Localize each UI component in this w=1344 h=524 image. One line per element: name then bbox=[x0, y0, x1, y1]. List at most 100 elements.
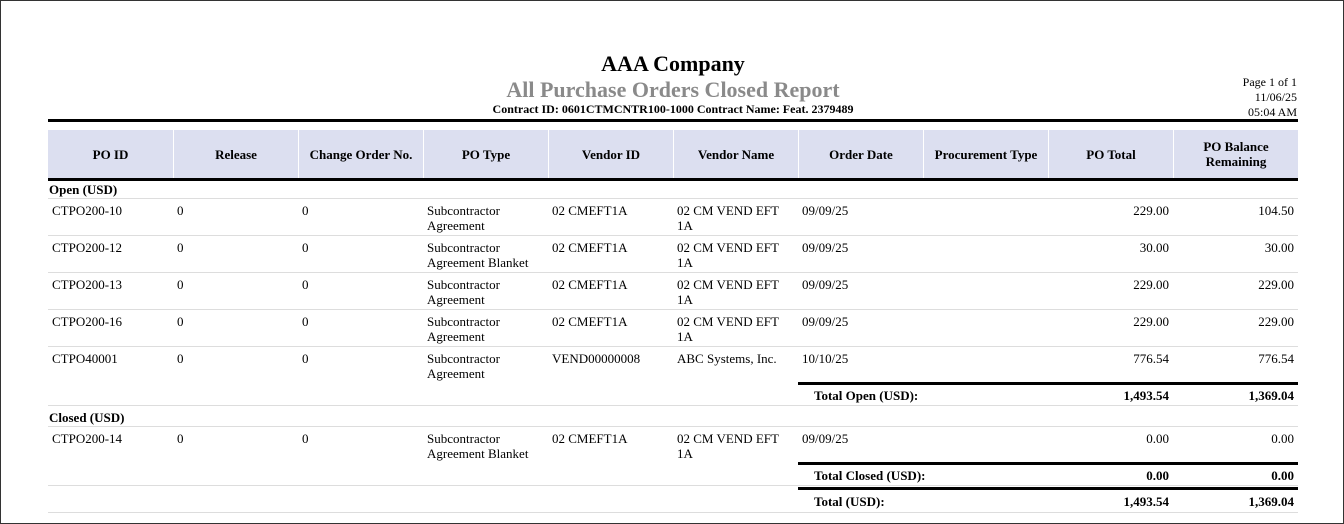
report-time: 05:04 AM bbox=[1247, 105, 1297, 119]
table-cell: 02 CM VEND EFT 1A bbox=[677, 277, 779, 307]
table-cell: 02 CM VEND EFT 1A bbox=[677, 314, 779, 344]
table-cell bbox=[923, 235, 1048, 272]
table-cell: 0 bbox=[302, 240, 309, 255]
total-value: 0.00 bbox=[1146, 468, 1169, 483]
column-header: PO Balance Remaining bbox=[1173, 130, 1298, 178]
group-label: Open (USD) bbox=[49, 182, 118, 197]
row-rule bbox=[48, 346, 1298, 347]
table-cell: 02 CMEFT1A bbox=[552, 431, 628, 446]
table-cell bbox=[923, 198, 1048, 235]
total-label: Total Open (USD): bbox=[814, 388, 919, 403]
table-cell: CTPO200-13 bbox=[52, 277, 123, 292]
group-label: Closed (USD) bbox=[49, 410, 125, 425]
column-header: PO ID bbox=[48, 130, 173, 178]
table-cell: 09/09/25 bbox=[802, 314, 849, 329]
table-cell: 229.00 bbox=[1133, 314, 1169, 329]
table-cell: 229.00 bbox=[1258, 277, 1294, 292]
thick-rule bbox=[798, 487, 1298, 490]
table-cell: 104.50 bbox=[1258, 203, 1294, 218]
report-title: All Purchase Orders Closed Report bbox=[506, 77, 840, 102]
table-cell: Subcontractor Agreement bbox=[427, 277, 500, 307]
grand-total-value: 1,369.04 bbox=[1248, 494, 1295, 509]
grand-total-label: Total (USD): bbox=[814, 494, 885, 509]
table-cell: 09/09/25 bbox=[802, 277, 849, 292]
table-cell: 229.00 bbox=[1133, 203, 1169, 218]
row-rule bbox=[48, 485, 1298, 486]
table-cell bbox=[923, 272, 1048, 309]
table-cell: 229.00 bbox=[1133, 277, 1169, 292]
column-header: Order Date bbox=[798, 130, 923, 178]
table-cell: 0 bbox=[302, 203, 309, 218]
row-rule bbox=[48, 426, 1298, 427]
table-cell bbox=[923, 426, 1048, 463]
grand-total-value: 1,493.54 bbox=[1123, 494, 1170, 509]
table-cell: 02 CM VEND EFT 1A bbox=[677, 203, 779, 233]
table-cell bbox=[923, 309, 1048, 346]
table-cell: CTPO200-14 bbox=[52, 431, 123, 446]
row-rule bbox=[48, 512, 1298, 513]
table-cell: Subcontractor Agreement Blanket bbox=[427, 431, 529, 461]
column-header: Vendor ID bbox=[548, 130, 673, 178]
table-cell: CTPO40001 bbox=[52, 351, 118, 366]
table-cell: 09/09/25 bbox=[802, 203, 849, 218]
table-cell: 02 CM VEND EFT 1A bbox=[677, 240, 779, 270]
table-cell: 0.00 bbox=[1271, 431, 1294, 446]
table-cell: CTPO200-10 bbox=[52, 203, 123, 218]
table-cell: 0 bbox=[177, 240, 184, 255]
table-cell bbox=[923, 346, 1048, 383]
table-cell: Subcontractor Agreement bbox=[427, 203, 500, 233]
total-label: Total Closed (USD): bbox=[814, 468, 926, 483]
table-cell: CTPO200-16 bbox=[52, 314, 123, 329]
column-header: Change Order No. bbox=[298, 130, 423, 178]
table-cell: 30.00 bbox=[1139, 240, 1169, 255]
column-header: Vendor Name bbox=[673, 130, 798, 178]
table-cell: 30.00 bbox=[1264, 240, 1294, 255]
table-cell: 776.54 bbox=[1258, 351, 1294, 366]
table-cell: 02 CMEFT1A bbox=[552, 277, 628, 292]
table-cell: 229.00 bbox=[1258, 314, 1294, 329]
table-cell: Subcontractor Agreement bbox=[427, 351, 500, 381]
column-header: Release bbox=[173, 130, 298, 178]
table-cell: 02 CMEFT1A bbox=[552, 240, 628, 255]
report-date: 11/06/25 bbox=[1254, 90, 1297, 104]
row-rule bbox=[48, 272, 1298, 273]
table-cell: 02 CMEFT1A bbox=[552, 203, 628, 218]
contract-line: Contract ID: 0601CTMCNTR100-1000 Contrac… bbox=[492, 102, 854, 116]
table-cell: 0 bbox=[177, 351, 184, 366]
table-cell: 0 bbox=[302, 351, 309, 366]
table-cell: VEND00000008 bbox=[552, 351, 641, 366]
table-cell: 0 bbox=[177, 203, 184, 218]
table-cell: 0.00 bbox=[1146, 431, 1169, 446]
table-cell: 0 bbox=[177, 277, 184, 292]
table-cell: 0 bbox=[177, 314, 184, 329]
table-cell: 0 bbox=[302, 277, 309, 292]
table-cell: ABC Systems, Inc. bbox=[677, 351, 777, 366]
total-value: 1,493.54 bbox=[1123, 388, 1170, 403]
thick-rule bbox=[798, 462, 1298, 465]
total-value: 1,369.04 bbox=[1248, 388, 1295, 403]
table-cell: Subcontractor Agreement Blanket bbox=[427, 240, 529, 270]
company-name: AAA Company bbox=[601, 51, 745, 76]
column-header: Procurement Type bbox=[923, 130, 1048, 178]
row-rule bbox=[48, 198, 1298, 199]
table-cell: 776.54 bbox=[1133, 351, 1169, 366]
row-rule bbox=[48, 235, 1298, 236]
table-cell: 0 bbox=[302, 314, 309, 329]
table-cell: CTPO200-12 bbox=[52, 240, 123, 255]
table-cell: Subcontractor Agreement bbox=[427, 314, 500, 344]
row-rule bbox=[48, 309, 1298, 310]
page-number: Page 1 of 1 bbox=[1242, 75, 1297, 89]
table-cell: 0 bbox=[302, 431, 309, 446]
column-header: PO Total bbox=[1048, 130, 1173, 178]
thick-rule bbox=[48, 178, 1298, 181]
table-cell: 0 bbox=[177, 431, 184, 446]
table-cell: 02 CM VEND EFT 1A bbox=[677, 431, 779, 461]
thick-rule bbox=[798, 382, 1298, 385]
column-header: PO Type bbox=[423, 130, 548, 178]
table-cell: 10/10/25 bbox=[802, 351, 849, 366]
table-cell: 09/09/25 bbox=[802, 431, 849, 446]
total-value: 0.00 bbox=[1271, 468, 1294, 483]
rule bbox=[48, 119, 1298, 122]
row-rule bbox=[48, 405, 1298, 406]
